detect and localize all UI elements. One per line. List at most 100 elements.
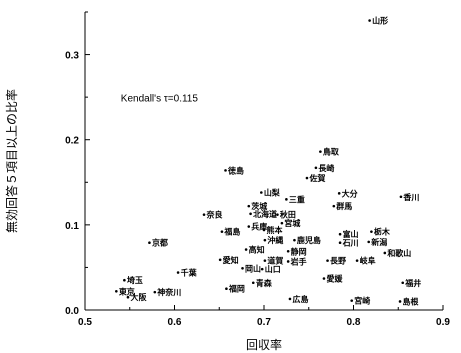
x-tick-label: 0.6	[168, 317, 182, 328]
point-label: 岐阜	[360, 256, 376, 266]
point-label: 富山	[343, 229, 359, 239]
point-label: 京都	[152, 238, 168, 248]
data-point	[322, 277, 326, 280]
data-point	[241, 266, 244, 270]
x-tick-label: 0.5	[78, 317, 92, 328]
point-label: 山口	[265, 264, 281, 274]
data-point	[262, 228, 266, 232]
data-point	[314, 166, 318, 170]
point-label: 島根	[403, 296, 419, 306]
point-label: 新潟	[371, 237, 387, 247]
point-label: 愛媛	[326, 273, 343, 283]
data-point	[399, 195, 403, 199]
data-point	[176, 271, 180, 274]
data-point	[276, 213, 279, 216]
point-label: 山梨	[264, 188, 281, 198]
point-label: 静岡	[291, 246, 307, 256]
point-label: 千葉	[181, 268, 198, 278]
point-label: 鳥取	[323, 147, 339, 157]
point-label: 福井	[404, 278, 421, 288]
data-point	[126, 295, 130, 299]
data-point	[383, 251, 387, 255]
data-point	[244, 248, 248, 251]
point-label: 福島	[223, 227, 240, 237]
point-label: 栃木	[374, 227, 391, 237]
data-point	[332, 204, 336, 208]
x-tick-label: 0.9	[436, 317, 450, 328]
point-label: 兵庫	[251, 222, 267, 232]
data-point	[249, 212, 252, 216]
point-label: 徳島	[227, 165, 244, 175]
point-label: 道賀	[267, 256, 283, 266]
point-label: 和歌山	[387, 248, 411, 258]
point-label: 神奈川	[157, 287, 181, 297]
point-label: 宮城	[284, 218, 300, 228]
data-point	[350, 299, 354, 302]
x-tick-label: 0.7	[257, 317, 271, 328]
point-label: 宮崎	[354, 296, 370, 306]
data-point	[305, 176, 309, 180]
data-point	[224, 169, 227, 172]
data-point	[115, 289, 118, 293]
point-label: 岡山	[245, 263, 261, 273]
data-point	[355, 259, 359, 262]
point-label: 茨城	[251, 201, 267, 211]
data-point	[148, 241, 151, 245]
data-point	[293, 238, 296, 242]
x-axis-title: 回収率	[246, 337, 282, 352]
data-point	[251, 281, 255, 285]
kendall-annotation: Kendall's τ=0.115	[121, 93, 199, 104]
point-label: 香川	[402, 192, 419, 202]
data-point	[260, 191, 263, 194]
data-point	[220, 230, 224, 233]
data-point	[285, 198, 288, 201]
point-label: 佐賀	[308, 173, 325, 183]
point-label: 福岡	[228, 284, 245, 294]
data-point	[288, 297, 292, 301]
y-tick-label: 0.1	[65, 221, 79, 232]
data-point	[286, 249, 290, 253]
data-point	[286, 260, 290, 263]
y-axis-title: 無効回答５項目以上の比率	[4, 89, 19, 233]
data-point	[123, 278, 126, 282]
data-point	[247, 225, 251, 228]
point-label: 高知	[249, 245, 265, 255]
point-label: 長崎	[318, 163, 334, 173]
y-tick-label: 0.2	[65, 136, 79, 147]
data-point	[153, 290, 157, 294]
point-label: 三重	[289, 194, 305, 204]
data-point	[202, 213, 206, 216]
data-point	[338, 232, 342, 236]
point-label: 東京	[119, 286, 135, 296]
point-label: 石川	[342, 239, 359, 248]
data-point	[337, 192, 341, 195]
data-point	[247, 204, 251, 208]
point-label: 長野	[330, 257, 346, 266]
point-label: 沖縄	[267, 235, 283, 245]
point-label: 青森	[256, 278, 273, 288]
point-label: 愛知	[223, 255, 239, 265]
point-label: 広島	[292, 294, 308, 304]
data-point	[218, 258, 222, 262]
data-point	[263, 259, 267, 262]
data-point	[370, 230, 373, 233]
point-label: 秋田	[279, 210, 296, 220]
data-point	[260, 267, 264, 271]
data-point	[367, 240, 371, 244]
point-label: 埼玉	[127, 275, 143, 285]
axes: 0.5 0.6 0.7 0.8 0.9 0.0 0.1 0.2 0.3	[65, 11, 450, 328]
data-point	[401, 281, 405, 285]
point-label: 岩手	[290, 256, 307, 266]
point-label: 北海道	[253, 209, 277, 219]
data-point	[398, 300, 402, 303]
x-tick-label: 0.8	[347, 317, 361, 328]
y-tick-label: 0.0	[65, 306, 79, 317]
point-label: 奈良	[206, 210, 223, 220]
point-label: 大阪	[130, 292, 147, 302]
point-label: 群馬	[335, 201, 352, 211]
data-point	[338, 241, 342, 245]
point-label: 鹿児島	[297, 235, 321, 245]
point-label: 大分	[342, 188, 358, 198]
